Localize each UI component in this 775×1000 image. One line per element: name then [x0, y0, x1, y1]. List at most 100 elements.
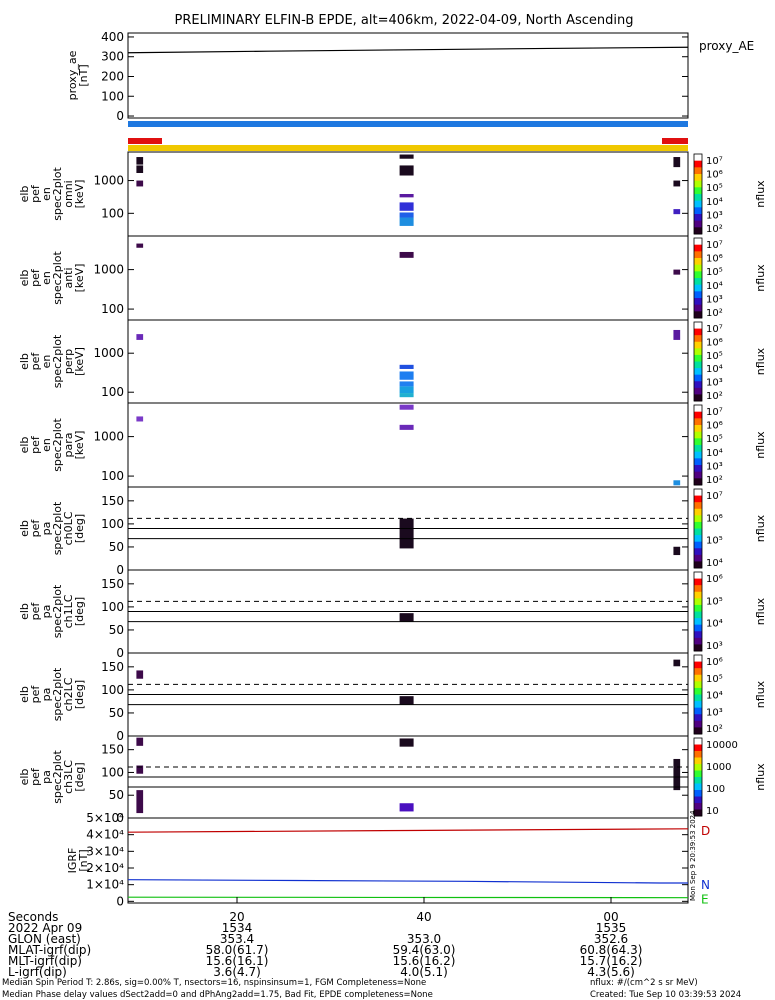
colorbar-frame — [693, 737, 703, 817]
colorbar-band — [694, 777, 702, 784]
colorbar-frame — [693, 404, 703, 486]
y-label-text: [nT] — [77, 64, 90, 86]
heatmap-cell — [399, 217, 414, 226]
footer-line1-right: nflux: #/(cm^2 s sr MeV) — [590, 978, 698, 988]
colorbar-band — [694, 727, 702, 735]
colorbar-frame — [693, 153, 703, 235]
y-tick-label: 100 — [101, 385, 124, 399]
series-line — [127, 828, 689, 833]
heatmap-cell — [136, 670, 144, 679]
y-tick-label: 1000 — [93, 263, 124, 277]
y-label-text: spec2plot — [51, 584, 64, 638]
axis-row-label: 2022 Apr 09 — [8, 921, 82, 935]
y-tick-label: 0 — [116, 646, 124, 660]
colorbar-tick-label: 10⁶ — [706, 513, 723, 524]
colorbar-band — [694, 585, 702, 593]
colorbar-tick-label: 10⁴ — [706, 448, 723, 459]
colorbar-band — [694, 502, 702, 510]
heatmap-cell — [673, 480, 681, 486]
y-tick-label: 150 — [101, 660, 124, 674]
y-label-text: pef — [29, 352, 42, 371]
colorbar-label: nflux — [754, 347, 767, 375]
heatmap-cell — [399, 393, 414, 398]
y-tick-label: 1000 — [93, 346, 124, 360]
y-tick-label: 50 — [109, 788, 124, 802]
panel-frame — [127, 32, 689, 119]
colorbar-frame — [693, 488, 703, 569]
colorbar-tick-label: 10² — [706, 308, 723, 319]
heatmap-cell — [399, 738, 414, 747]
colorbar-band — [694, 572, 702, 580]
y-label-text: [keV] — [73, 264, 86, 293]
y-tick-label: 1×10⁴ — [86, 878, 124, 892]
colorbar-band — [694, 478, 702, 486]
axis-row-value: 60.8(64.3) — [580, 943, 643, 957]
colorbar-band — [694, 618, 702, 626]
y-tick-label: 100 — [101, 600, 124, 614]
colorbar-tick-label: 10⁶ — [706, 170, 723, 181]
colorbar-label: nflux — [754, 264, 767, 292]
y-axis-label: proxy_ae[nT] — [66, 50, 90, 100]
colorbar-band — [694, 661, 702, 669]
colorbar-band — [694, 180, 702, 188]
heatmap-cell — [136, 157, 144, 165]
colorbar-band — [694, 515, 702, 523]
heatmap-cell — [399, 404, 414, 410]
axis-row-value: 15.6(16.2) — [393, 954, 456, 968]
colorbar-label: nflux — [754, 763, 767, 791]
colorbar-band — [694, 757, 702, 765]
y-label-text: spec2plot — [51, 501, 64, 555]
colorbar-band — [694, 471, 702, 479]
colorbar-frame — [693, 237, 703, 319]
colorbar-tick-label: 10⁴ — [706, 691, 723, 702]
y-axis-label: IGRF[nT] — [66, 848, 90, 874]
colorbar-band — [694, 174, 702, 182]
series-line — [127, 46, 689, 54]
heatmap-cell — [399, 386, 414, 394]
colorbar-band — [694, 238, 702, 246]
axis-row-value: 1534 — [222, 921, 253, 935]
y-label-text: pa — [40, 688, 53, 702]
colorbar-band — [694, 227, 702, 235]
heatmap-cell — [399, 518, 414, 549]
axis-row-value: 00 — [603, 910, 618, 924]
y-tick-label: 100 — [101, 765, 124, 779]
colorbar-tick-label: 10⁷ — [706, 156, 723, 167]
colorbar-band — [694, 489, 702, 497]
y-label-text: proxy_ae — [66, 50, 79, 100]
heatmap-cell — [673, 758, 681, 791]
y-label-text: para — [62, 433, 75, 458]
colorbar-band — [694, 548, 702, 556]
y-label-text: pef — [29, 602, 42, 621]
colorbar-label: nflux — [754, 597, 767, 625]
y-label-text: spec2plot — [51, 251, 64, 305]
y-label-text: [deg] — [73, 762, 86, 791]
series-label: D — [701, 824, 710, 838]
panel-9: IGRF[nT] 5×10⁴ 4×10⁴ 3×10⁴ 2×10⁴ 1×10⁴ 0 D NE Mon… — [66, 810, 710, 908]
heatmap-cell — [673, 157, 681, 168]
colorbar-band — [694, 284, 702, 292]
colorbar-band — [694, 528, 702, 536]
axis-row-value: 353.4 — [220, 932, 254, 946]
colorbar-band — [694, 258, 702, 266]
heatmap-cell — [399, 194, 414, 198]
colorbar-band — [694, 535, 702, 543]
y-tick-label: 50 — [109, 540, 124, 554]
y-label-text: en — [40, 355, 53, 369]
heatmap-cell — [399, 803, 414, 812]
y-tick-label: 100 — [101, 302, 124, 316]
colorbar-band — [694, 701, 702, 709]
colorbar-band — [694, 341, 702, 349]
colorbar-tick-label: 10⁵ — [706, 351, 723, 362]
colorbar-frame — [693, 654, 703, 735]
y-label-text: pa — [40, 605, 53, 619]
colorbar-tick-label: 10³ — [706, 210, 723, 221]
colorbar-band — [694, 674, 702, 682]
y-tick-label: 2×10⁴ — [86, 861, 124, 875]
heatmap-cell — [673, 269, 681, 275]
